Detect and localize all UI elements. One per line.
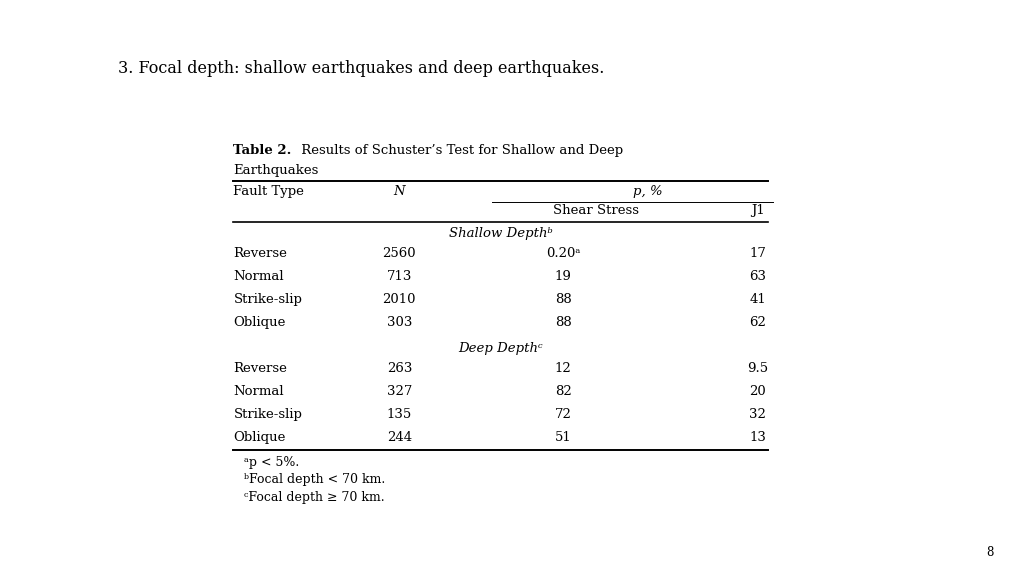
Text: 82: 82 [555,385,571,398]
Text: Table 2.: Table 2. [233,144,292,157]
Text: Normal: Normal [233,270,284,283]
Text: Reverse: Reverse [233,247,288,260]
Text: 88: 88 [555,293,571,306]
Text: 244: 244 [387,431,412,444]
Text: 41: 41 [750,293,766,306]
Text: Oblique: Oblique [233,316,286,329]
Text: 8: 8 [986,545,993,559]
Text: 9.5: 9.5 [748,362,768,375]
Text: 2010: 2010 [383,293,416,306]
Text: 62: 62 [750,316,766,329]
Text: 63: 63 [750,270,766,283]
Text: 0.20ᵃ: 0.20ᵃ [546,247,581,260]
Text: 263: 263 [387,362,412,375]
Text: J1: J1 [751,204,765,217]
Text: Normal: Normal [233,385,284,398]
Text: Fault Type: Fault Type [233,185,304,198]
Text: 13: 13 [750,431,766,444]
Text: 12: 12 [555,362,571,375]
Text: 135: 135 [387,408,412,421]
Text: 3. Focal depth: shallow earthquakes and deep earthquakes.: 3. Focal depth: shallow earthquakes and … [118,60,604,78]
Text: Earthquakes: Earthquakes [233,164,318,177]
Text: Oblique: Oblique [233,431,286,444]
Text: Deep Depthᶜ: Deep Depthᶜ [459,342,543,355]
Text: Strike-slip: Strike-slip [233,408,302,421]
Text: Results of Schuster’s Test for Shallow and Deep: Results of Schuster’s Test for Shallow a… [297,144,623,157]
Text: ᵇFocal depth < 70 km.: ᵇFocal depth < 70 km. [244,473,385,487]
Text: Reverse: Reverse [233,362,288,375]
Text: p, %: p, % [633,185,663,198]
Text: 19: 19 [555,270,571,283]
Text: 72: 72 [555,408,571,421]
Text: ᵃp < 5%.: ᵃp < 5%. [244,456,299,469]
Text: 713: 713 [387,270,412,283]
Text: 2560: 2560 [383,247,416,260]
Text: 20: 20 [750,385,766,398]
Text: N: N [393,185,406,198]
Text: 327: 327 [387,385,412,398]
Text: 51: 51 [555,431,571,444]
Text: 303: 303 [387,316,412,329]
Text: ᶜFocal depth ≥ 70 km.: ᶜFocal depth ≥ 70 km. [244,491,384,504]
Text: Strike-slip: Strike-slip [233,293,302,306]
Text: 17: 17 [750,247,766,260]
Text: 32: 32 [750,408,766,421]
Text: Shear Stress: Shear Stress [553,204,639,217]
Text: Shallow Depthᵇ: Shallow Depthᵇ [449,227,553,240]
Text: 88: 88 [555,316,571,329]
